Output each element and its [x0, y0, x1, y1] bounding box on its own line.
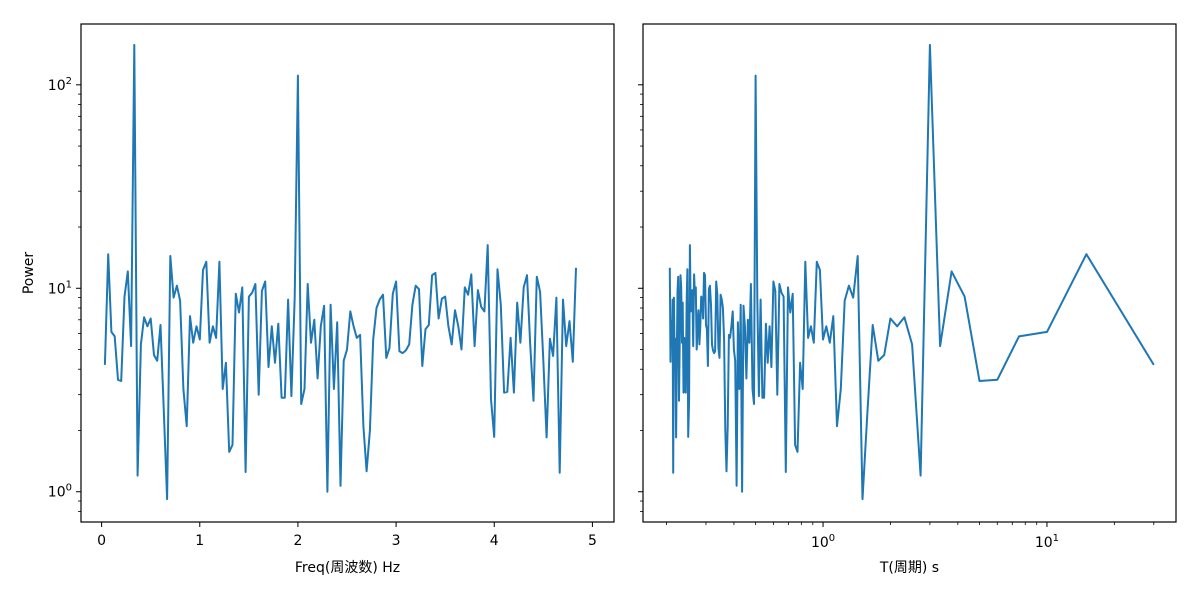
power-vs-frequency-line — [103, 43, 577, 501]
y-axis-label: Power — [21, 252, 37, 295]
left-power-line — [103, 43, 577, 501]
x-tick-label: 100 — [811, 533, 835, 551]
right-axes-frame — [642, 23, 1177, 523]
x-tick-label: 2 — [293, 533, 302, 549]
y-tick-label: 100 — [48, 483, 72, 501]
x-tick-label: 3 — [392, 533, 401, 549]
left-x-axis-label: Freq(周波数) Hz — [295, 560, 400, 576]
right-power-line — [668, 43, 1155, 501]
x-tick-label: 1 — [195, 533, 204, 549]
x-tick-label: 5 — [588, 533, 597, 549]
right-ticks: 100 101 — [638, 84, 1155, 551]
x-tick-label: 4 — [490, 533, 499, 549]
right-axes-period-plot: 100 101 T(周期) s — [638, 23, 1177, 576]
left-axes-frame — [80, 23, 615, 523]
left-axes-freq-plot: 0 1 2 3 4 5 100 101 102 Freq(周波数) Hz Power — [21, 23, 615, 576]
y-tick-label: 102 — [48, 76, 72, 94]
right-x-axis-label: T(周期) s — [879, 560, 939, 576]
power-vs-period-line — [668, 43, 1155, 501]
x-tick-label: 0 — [97, 533, 106, 549]
y-tick-label: 101 — [48, 279, 72, 297]
x-tick-label: 101 — [1035, 533, 1059, 551]
